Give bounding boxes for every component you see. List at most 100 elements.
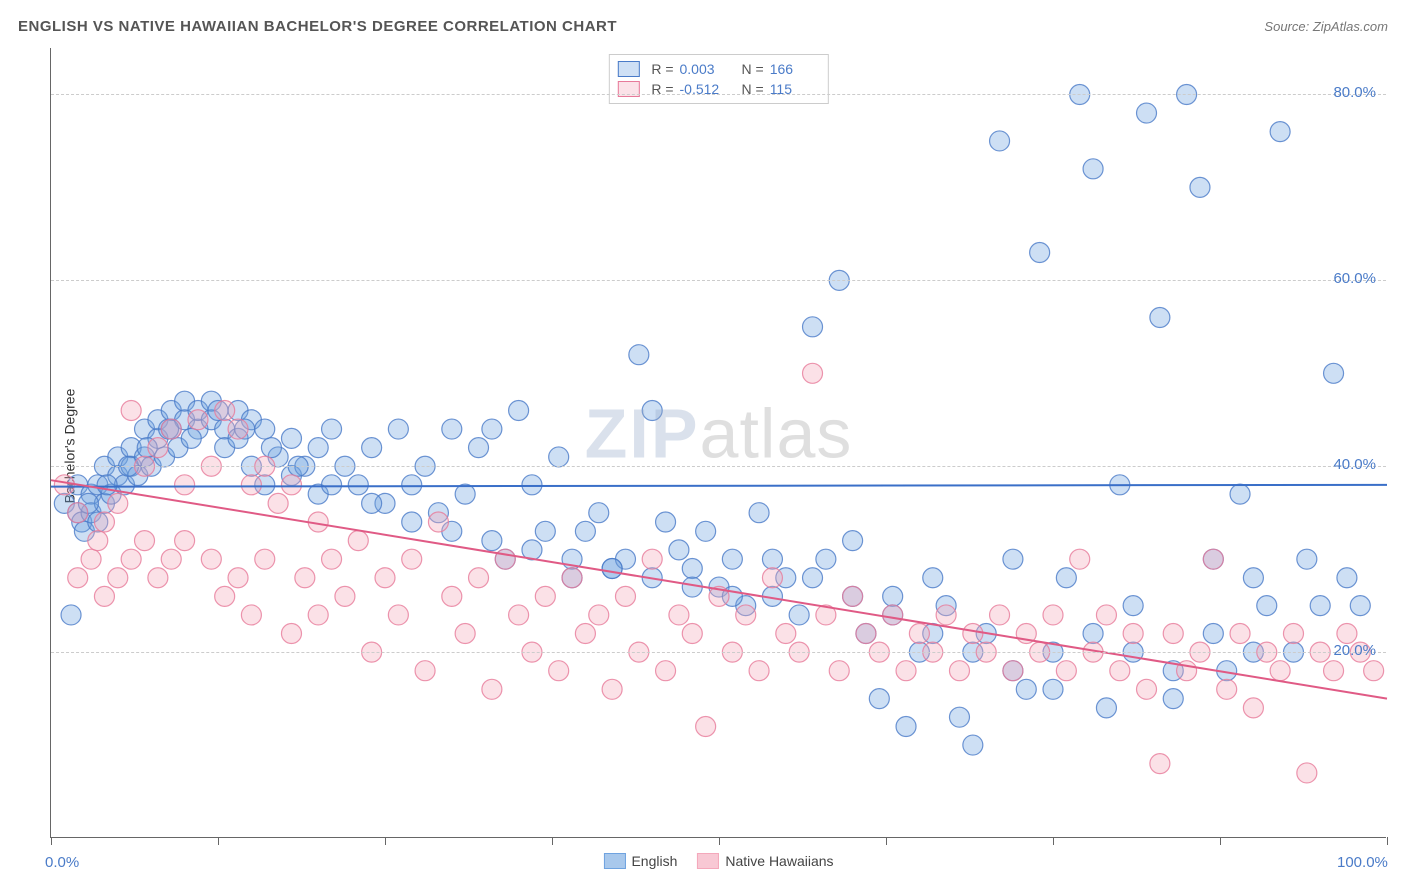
data-point: [135, 531, 155, 551]
data-point: [108, 568, 128, 588]
x-tick-label: 100.0%: [1337, 854, 1388, 871]
data-point: [308, 605, 328, 625]
data-point: [215, 400, 235, 420]
data-point: [281, 428, 301, 448]
data-point: [549, 661, 569, 681]
data-point: [1043, 605, 1063, 625]
data-point: [856, 624, 876, 644]
data-point: [1070, 549, 1090, 569]
data-point: [1137, 103, 1157, 123]
data-point: [1257, 596, 1277, 616]
data-point: [201, 549, 221, 569]
data-point: [990, 605, 1010, 625]
data-point: [575, 624, 595, 644]
data-point: [736, 605, 756, 625]
data-point: [762, 549, 782, 569]
data-point: [669, 540, 689, 560]
data-point: [1003, 661, 1023, 681]
data-point: [696, 716, 716, 736]
data-point: [749, 661, 769, 681]
data-point: [909, 624, 929, 644]
data-point: [1364, 661, 1384, 681]
data-point: [108, 493, 128, 513]
data-point: [97, 475, 117, 495]
data-point: [1043, 679, 1063, 699]
legend-row: R =0.003N =166: [617, 59, 819, 79]
data-point: [1016, 679, 1036, 699]
data-point: [1324, 363, 1344, 383]
data-point: [94, 512, 114, 532]
data-point: [482, 531, 502, 551]
data-point: [148, 568, 168, 588]
data-point: [1350, 596, 1370, 616]
data-point: [656, 512, 676, 532]
data-point: [1096, 698, 1116, 718]
data-point: [402, 512, 422, 532]
data-point: [1163, 689, 1183, 709]
data-point: [388, 419, 408, 439]
scatter-svg: [51, 48, 1386, 837]
data-point: [175, 475, 195, 495]
data-point: [589, 503, 609, 523]
source-attribution: Source: ZipAtlas.com: [1264, 19, 1388, 34]
x-tick: [218, 837, 219, 845]
data-point: [428, 512, 448, 532]
gridline: [51, 94, 1386, 95]
data-point: [669, 605, 689, 625]
data-point: [121, 400, 141, 420]
data-point: [121, 549, 141, 569]
data-point: [629, 345, 649, 365]
data-point: [228, 568, 248, 588]
legend-n-label: N =: [742, 61, 764, 77]
data-point: [261, 438, 281, 458]
data-point: [963, 624, 983, 644]
data-point: [896, 716, 916, 736]
x-tick: [385, 837, 386, 845]
data-point: [843, 531, 863, 551]
data-point: [322, 549, 342, 569]
data-point: [1150, 308, 1170, 328]
data-point: [682, 558, 702, 578]
data-point: [1337, 624, 1357, 644]
data-point: [68, 503, 88, 523]
x-tick: [552, 837, 553, 845]
data-point: [656, 661, 676, 681]
legend-label: Native Hawaiians: [725, 853, 833, 869]
data-point: [375, 568, 395, 588]
data-point: [94, 586, 114, 606]
data-point: [362, 438, 382, 458]
data-point: [348, 531, 368, 551]
trend-line: [51, 480, 1387, 698]
data-point: [896, 661, 916, 681]
data-point: [869, 689, 889, 709]
data-point: [615, 586, 635, 606]
data-point: [348, 475, 368, 495]
data-point: [281, 624, 301, 644]
data-point: [1110, 661, 1130, 681]
data-point: [1137, 679, 1157, 699]
data-point: [1203, 549, 1223, 569]
data-point: [1230, 484, 1250, 504]
data-point: [482, 419, 502, 439]
data-point: [228, 419, 248, 439]
legend-n-value: 166: [770, 61, 820, 77]
data-point: [1337, 568, 1357, 588]
legend-r-label: R =: [651, 61, 673, 77]
data-point: [803, 568, 823, 588]
data-point: [268, 493, 288, 513]
data-point: [54, 475, 74, 495]
gridline: [51, 280, 1386, 281]
data-point: [762, 568, 782, 588]
data-point: [495, 549, 515, 569]
data-point: [990, 131, 1010, 151]
data-point: [642, 400, 662, 420]
data-point: [1217, 679, 1237, 699]
data-point: [322, 419, 342, 439]
data-point: [415, 661, 435, 681]
data-point: [148, 438, 168, 458]
data-point: [281, 475, 301, 495]
data-point: [803, 363, 823, 383]
chart-title: ENGLISH VS NATIVE HAWAIIAN BACHELOR'S DE…: [18, 18, 617, 35]
legend-swatch: [697, 853, 719, 869]
x-tick: [1053, 837, 1054, 845]
